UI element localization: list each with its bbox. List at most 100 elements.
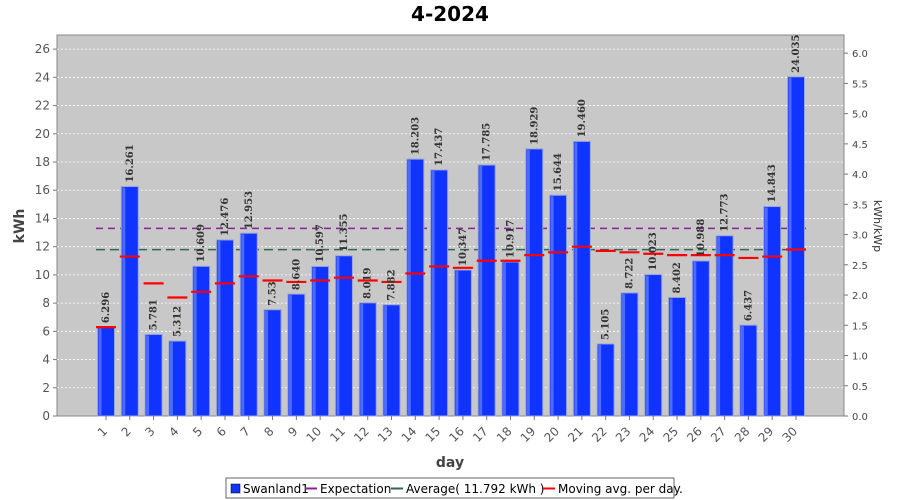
bar-highlight xyxy=(384,305,388,416)
x-tick-label: 17 xyxy=(470,424,491,445)
y-tick-label: 16 xyxy=(35,183,50,197)
x-tick-label: 29 xyxy=(756,424,777,445)
bar-data-label: 8.722 xyxy=(624,258,635,289)
bar-highlight xyxy=(336,256,340,416)
x-tick-label: 6 xyxy=(214,424,229,439)
bar-highlight xyxy=(98,328,102,416)
x-tick-label: 25 xyxy=(660,424,681,445)
bar-highlight xyxy=(360,303,364,416)
x-tick-label: 13 xyxy=(375,424,396,445)
x-tick-label: 27 xyxy=(708,424,729,445)
x-tick-label: 12 xyxy=(351,424,372,445)
moving-average-marks xyxy=(96,245,806,329)
legend-swatch-swanland1 xyxy=(230,483,241,494)
x-tick-label: 1 xyxy=(95,424,110,439)
y-tick-label: 0 xyxy=(42,409,50,423)
bars xyxy=(97,76,805,417)
bar-data-label: 6.296 xyxy=(101,292,112,323)
legend-box xyxy=(225,477,675,499)
y-right-tick-label: 5.0 xyxy=(852,110,868,121)
bar-data-label: 12.476 xyxy=(220,198,231,236)
bar-data-label: 6.437 xyxy=(743,290,754,321)
x-tick-label: 14 xyxy=(399,424,420,445)
y-tick-label: 14 xyxy=(35,211,50,225)
bar-data-label: 19.460 xyxy=(577,99,588,137)
y-right-tick-label: 6.0 xyxy=(852,49,868,60)
x-tick-label: 19 xyxy=(518,424,539,445)
bar-data-label: 7.53 xyxy=(268,281,279,305)
bar-data-label: 24.035 xyxy=(791,35,802,73)
y-right-tick-label: 0.5 xyxy=(852,382,868,393)
bar-data-label: 16.261 xyxy=(125,144,136,182)
bar-highlight xyxy=(407,160,411,416)
bar-highlight xyxy=(717,236,721,416)
x-tick-label: 20 xyxy=(541,424,562,445)
bar-highlight xyxy=(621,293,625,416)
bar-highlight xyxy=(598,344,602,416)
bar-highlight xyxy=(288,295,292,416)
bar-data-label: 7.882 xyxy=(387,269,398,300)
bar-highlight xyxy=(217,240,221,416)
bar-highlight xyxy=(550,196,554,416)
bar-highlight xyxy=(312,267,316,416)
bar-data-label: 8.019 xyxy=(363,267,374,298)
bar-highlight xyxy=(265,310,269,416)
bar-data-label: 5.105 xyxy=(601,309,612,340)
y-tick-label: 8 xyxy=(42,296,50,310)
x-tick-label: 9 xyxy=(285,424,300,439)
bar-highlight xyxy=(740,326,744,416)
y-tick-label: 6 xyxy=(42,324,50,338)
x-tick-label: 7 xyxy=(238,424,253,439)
legend-label-swanland1: Swanland1 xyxy=(243,482,309,496)
bar-data-label: 8.640 xyxy=(291,259,302,290)
y-tick-label: 2 xyxy=(42,381,50,395)
bar-data-label: 10.988 xyxy=(696,219,707,257)
bar-highlight xyxy=(669,298,673,416)
x-axis-title: day xyxy=(436,455,464,471)
bar-data-label: 18.203 xyxy=(410,117,421,155)
x-tick-label: 8 xyxy=(261,424,276,439)
bar-data-label: 12.953 xyxy=(244,191,255,229)
legend: Swanland1 Expectation Average( 11.792 kW… xyxy=(225,477,683,499)
x-tick-label: 23 xyxy=(613,424,634,445)
bar-data-label: 10.917 xyxy=(505,220,516,258)
y-right-tick-label: 1.5 xyxy=(852,321,868,332)
x-tick-label: 15 xyxy=(423,424,444,445)
bar-highlight xyxy=(788,77,792,416)
bar-highlight xyxy=(431,170,435,416)
bar-highlight xyxy=(693,261,697,416)
chart-title: 4-2024 xyxy=(411,2,489,26)
bar-highlight xyxy=(502,262,506,416)
y-axis-right-title: kWh/kWp xyxy=(871,200,884,252)
bar-data-label: 5.312 xyxy=(172,306,183,337)
bar-data-label: 8.402 xyxy=(672,262,683,293)
legend-label-expectation: Expectation xyxy=(320,482,391,496)
bar-data-label: 12.773 xyxy=(720,193,731,231)
bar-highlight xyxy=(193,267,197,416)
y-right-tick-label: 3.5 xyxy=(852,200,868,211)
plot-area xyxy=(56,34,845,417)
bar-highlight xyxy=(146,335,150,416)
bar-data-label: 14.843 xyxy=(767,164,778,202)
bar-highlight xyxy=(169,342,173,416)
bar-data-label: 15.644 xyxy=(553,153,564,191)
y-tick-label: 20 xyxy=(35,127,50,141)
legend-label-average: Average( 11.792 kWh ) xyxy=(406,482,545,496)
x-axis: 1 2 3 4 5 6 7 8 9 10 11 12 13 14 15 16 17 18 19 20 21 22 23 24 2… xyxy=(95,416,800,445)
bar-data-label: 10.347 xyxy=(458,228,469,266)
y-tick-label: 26 xyxy=(35,42,50,56)
x-tick-label: 10 xyxy=(304,424,325,445)
x-tick-label: 28 xyxy=(732,424,753,445)
y-right-tick-label: 0.0 xyxy=(852,412,868,423)
y-tick-label: 22 xyxy=(35,99,50,113)
x-tick-label: 24 xyxy=(637,424,658,445)
reference-lines xyxy=(96,227,806,251)
bar-highlight xyxy=(241,234,245,416)
x-tick-label: 21 xyxy=(565,424,586,445)
bar-highlight xyxy=(764,207,768,416)
x-tick-label: 2 xyxy=(119,424,134,439)
bar-data-label: 10.597 xyxy=(315,224,326,262)
bar-data-label: 17.437 xyxy=(434,128,445,166)
